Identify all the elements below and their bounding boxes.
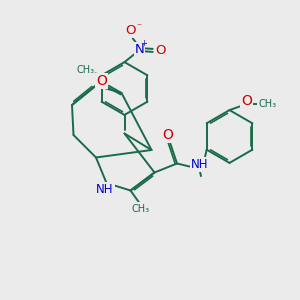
Text: NH: NH (191, 158, 209, 171)
Text: CH₃: CH₃ (132, 203, 150, 214)
Text: ⁻: ⁻ (136, 22, 141, 32)
Text: NH: NH (96, 183, 114, 196)
Text: CH₃: CH₃ (258, 99, 276, 109)
Text: O: O (96, 74, 107, 88)
Text: O: O (242, 94, 252, 108)
Text: O: O (125, 24, 136, 38)
Text: O: O (163, 128, 173, 142)
Text: CH₃: CH₃ (76, 65, 94, 75)
Text: O: O (155, 44, 166, 57)
Text: +: + (140, 39, 147, 48)
Text: N: N (135, 43, 144, 56)
